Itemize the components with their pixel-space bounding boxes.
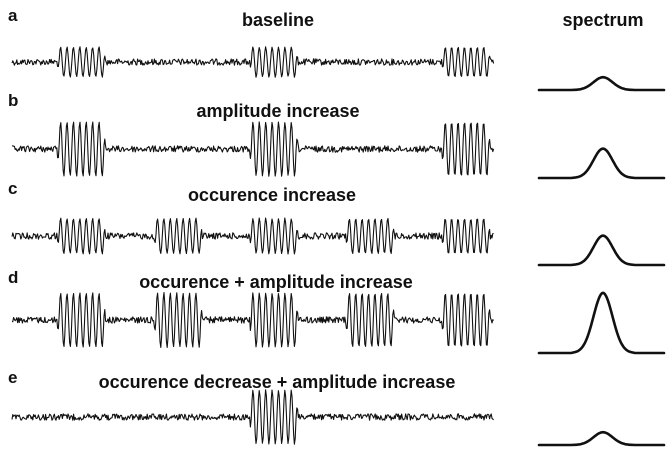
panel-a-letter: a bbox=[8, 6, 18, 25]
panel-c: c occurence increase bbox=[8, 179, 666, 267]
panel-c-signal-trace bbox=[11, 217, 494, 255]
panel-c-spectrum-curve bbox=[537, 234, 666, 267]
panel-d-spectrum-curve bbox=[537, 291, 666, 355]
panel-d-signal-trace bbox=[11, 292, 494, 348]
panel-b: b amplitude increase bbox=[8, 91, 666, 180]
spectrum-column-title: spectrum bbox=[562, 10, 643, 30]
panel-c-letter: c bbox=[8, 179, 17, 198]
panel-e-spectrum-curve bbox=[537, 430, 666, 447]
panel-a: a baseline bbox=[8, 6, 666, 92]
panel-b-signal-trace bbox=[11, 121, 495, 177]
panel-d-title: occurence + amplitude increase bbox=[139, 272, 413, 292]
panel-b-letter: b bbox=[8, 91, 18, 110]
panel-e-signal-trace bbox=[11, 389, 494, 445]
panel-b-spectrum-curve bbox=[537, 147, 666, 180]
panel-b-title: amplitude increase bbox=[196, 101, 359, 121]
panel-e-letter: e bbox=[8, 368, 17, 387]
panel-a-spectrum-curve bbox=[537, 75, 666, 92]
panel-c-title: occurence increase bbox=[188, 185, 356, 205]
panel-a-signal-trace bbox=[11, 46, 495, 78]
panel-d: d occurence + amplitude increase bbox=[8, 268, 666, 355]
panel-e: e occurence decrease + amplitude increas… bbox=[8, 368, 666, 447]
panel-d-letter: d bbox=[8, 268, 18, 287]
panel-e-title: occurence decrease + amplitude increase bbox=[99, 372, 456, 392]
panel-a-title: baseline bbox=[242, 10, 314, 30]
